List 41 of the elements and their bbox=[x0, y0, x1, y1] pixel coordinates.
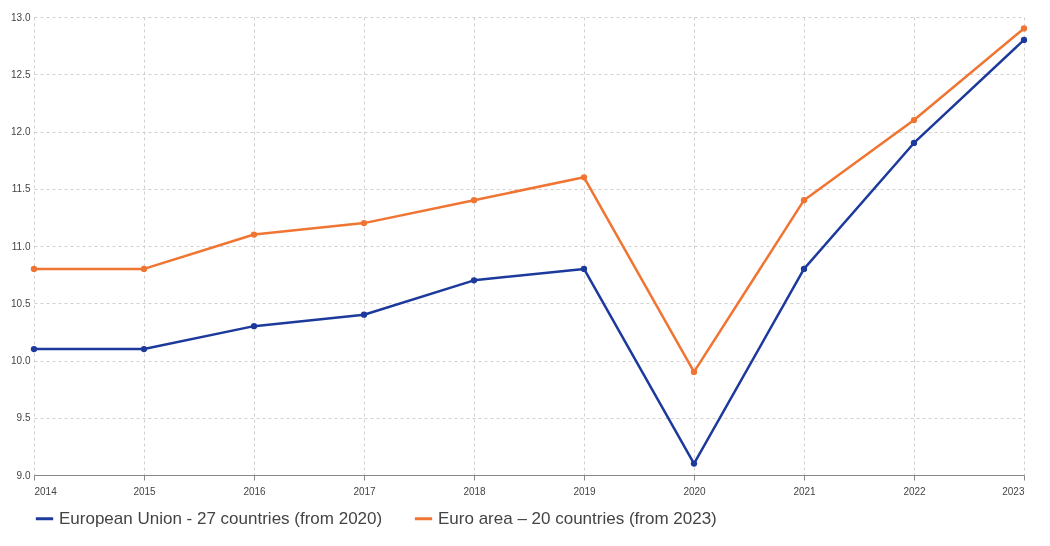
legend-label: European Union - 27 countries (from 2020) bbox=[59, 508, 383, 528]
x-tick-label: 2014 bbox=[34, 485, 58, 497]
y-tick-label: 10.5 bbox=[11, 297, 31, 309]
point bbox=[250, 322, 258, 330]
x-tick-label: 2015 bbox=[133, 485, 157, 497]
point bbox=[800, 197, 808, 204]
x-tick-label: 2016 bbox=[243, 485, 267, 497]
point bbox=[470, 197, 478, 204]
point bbox=[250, 231, 258, 238]
point bbox=[360, 311, 368, 318]
point bbox=[910, 116, 918, 124]
y-tick-label: 11.0 bbox=[11, 240, 31, 252]
x-tick-label: 2019 bbox=[573, 485, 597, 497]
y-tick-label: 13.0 bbox=[11, 11, 31, 23]
x-tick-label: 2018 bbox=[463, 485, 487, 497]
point bbox=[360, 219, 368, 227]
legend-label: Euro area – 20 countries (from 2023) bbox=[438, 508, 717, 528]
y-tick-label: 9.0 bbox=[16, 469, 31, 481]
x-tick-label: 2020 bbox=[683, 485, 707, 497]
x-tick-label: 2021 bbox=[793, 485, 817, 497]
x-tick-label: 2023 bbox=[1002, 485, 1025, 497]
point bbox=[30, 265, 38, 273]
point bbox=[580, 265, 588, 273]
point bbox=[800, 265, 808, 273]
point bbox=[140, 345, 148, 353]
y-tick-label: 12.0 bbox=[11, 126, 31, 137]
point bbox=[690, 460, 698, 467]
point bbox=[690, 368, 698, 376]
point bbox=[30, 345, 38, 353]
point bbox=[470, 277, 478, 284]
y-tick-label: 9.5 bbox=[16, 412, 31, 424]
y-tick-label: 10.0 bbox=[11, 355, 31, 366]
y-tick-label: 12.5 bbox=[11, 68, 31, 80]
x-tick-label: 2017 bbox=[353, 485, 377, 497]
y-tick-label: 11.5 bbox=[11, 183, 31, 195]
point bbox=[1020, 25, 1028, 32]
point bbox=[1020, 36, 1028, 44]
point bbox=[580, 174, 588, 181]
point bbox=[910, 139, 918, 147]
point bbox=[140, 265, 148, 273]
x-tick-label: 2022 bbox=[903, 485, 927, 497]
